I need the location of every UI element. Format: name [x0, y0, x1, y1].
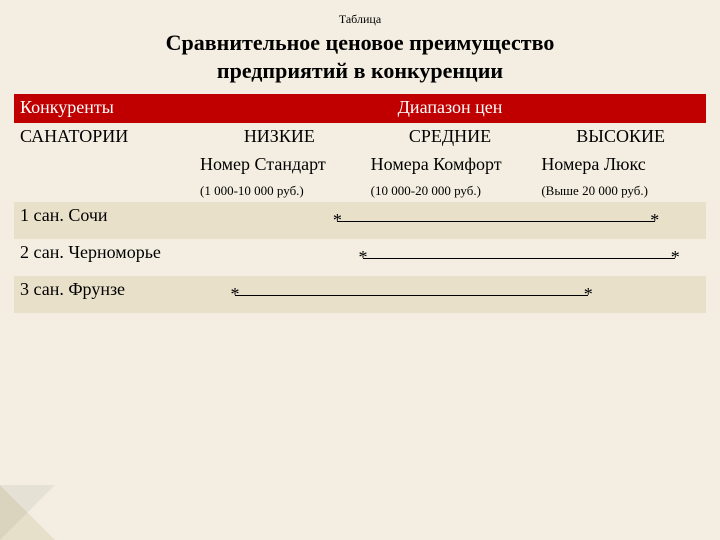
tier-mid-room: Номера Комфорт [365, 151, 536, 180]
table-header-row: Конкуренты Диапазон цен [14, 94, 706, 123]
table-row: 1 сан. Сочи * * [14, 202, 706, 239]
row-sanatoriums-label: САНАТОРИИ [14, 123, 194, 203]
table-row: 3 сан. Фрунзе * * [14, 276, 706, 313]
row-3-label: 3 сан. Фрунзе [14, 276, 194, 313]
row-1-range: * * [194, 202, 706, 239]
title-line-1: Сравнительное ценовое преимущество [166, 30, 555, 55]
tier-high-room: Номера Люкс [535, 151, 706, 180]
tier-high-range: (Выше 20 000 руб.) [535, 180, 706, 203]
row-2-label: 2 сан. Черноморье [14, 239, 194, 276]
page-curl-shadow-icon [0, 485, 55, 540]
tier-high-title: ВЫСОКИЕ [535, 123, 706, 152]
header-price-range: Диапазон цен [194, 94, 706, 123]
tier-mid-range: (10 000-20 000 руб.) [365, 180, 536, 203]
comparison-table: Конкуренты Диапазон цен САНАТОРИИ НИЗКИЕ… [14, 94, 706, 313]
table-caption: Таблица [14, 12, 706, 27]
range-end-icon: * [671, 248, 680, 266]
range-end-icon: * [650, 211, 659, 229]
row-2-range: * * [194, 239, 706, 276]
page-title: Сравнительное ценовое преимущество предп… [14, 29, 706, 84]
range-line [363, 258, 675, 259]
row-3-range: * * [194, 276, 706, 313]
table-row: 2 сан. Черноморье * * [14, 239, 706, 276]
range-line [235, 295, 588, 296]
range-start-icon: * [230, 285, 239, 303]
tier-low-range: (1 000-10 000 руб.) [194, 180, 365, 203]
range-start-icon: * [333, 211, 342, 229]
row-1-label: 1 сан. Сочи [14, 202, 194, 239]
tiers-row: САНАТОРИИ НИЗКИЕ СРЕДНИЕ ВЫСОКИЕ [14, 123, 706, 152]
range-line [337, 221, 654, 222]
tier-mid-title: СРЕДНИЕ [365, 123, 536, 152]
range-end-icon: * [584, 285, 593, 303]
header-competitors: Конкуренты [14, 94, 194, 123]
tier-low-title: НИЗКИЕ [194, 123, 365, 152]
title-line-2: предприятий в конкуренции [217, 58, 503, 83]
tier-low-room: Номер Стандарт [194, 151, 365, 180]
range-start-icon: * [358, 248, 367, 266]
